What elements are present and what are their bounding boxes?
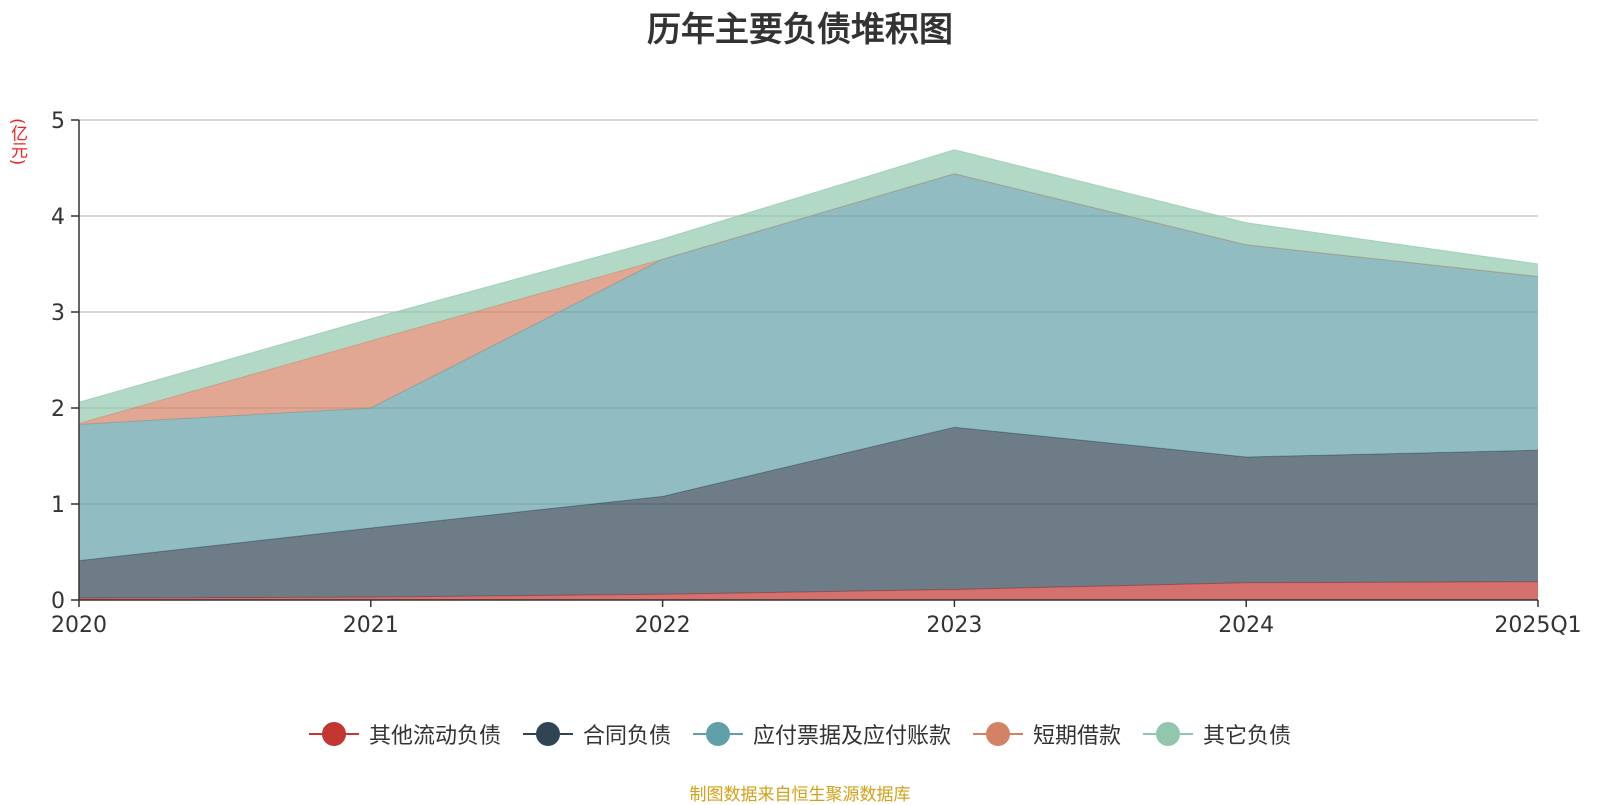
area-series [78,149,1539,600]
area-series-其它负债 [79,149,1538,424]
legend-item[interactable]: 短期借款 [973,718,1121,750]
legend-label: 其他流动负债 [368,724,501,749]
x-tick-label: 2023 [926,613,982,638]
legend-label: 其它负债 [1203,724,1292,749]
legend-item[interactable]: 其他流动负债 [308,718,501,750]
legend-label: 短期借款 [1033,724,1122,749]
y-axis-unit-label: (亿元) [7,118,27,166]
x-tick-label: 2021 [343,613,399,638]
legend-marker-icon [973,721,1023,747]
y-tick-label: 3 [51,301,65,326]
x-tick-label: 2025Q1 [1494,613,1581,638]
area-series-其他流动负债 [79,581,1538,600]
y-tick-label: 2 [51,397,65,422]
tick-labels: 0 1 2 3 4 5 2020 2021 2022 2023 2024 2025Q1 [51,109,1582,638]
legend-label: 合同负债 [582,724,671,749]
axes [71,119,1539,607]
series-line [78,173,1539,424]
legend-label: 应付票据及应付账款 [752,724,951,749]
chart-title: 历年主要负债堆积图 [647,10,953,50]
legend: 其他流动负债 合同负债 应付票据及应付账款 短期借款 其它负债 [0,718,1600,750]
legend-item[interactable]: 应付票据及应付账款 [692,718,951,750]
legend-item[interactable]: 合同负债 [522,718,671,750]
legend-marker-icon [308,721,359,747]
y-tick-label: 0 [51,589,65,614]
legend-marker-icon [1143,721,1194,747]
area-series-短期借款 [79,173,1538,425]
area-series-合同负债 [79,427,1538,599]
y-tick-label: 1 [51,493,65,518]
x-tick-label: 2022 [635,613,691,638]
y-tick-label: 4 [51,205,65,230]
y-tick-label: 5 [51,109,65,134]
source-note: 制图数据来自恒生聚源数据库 [689,785,911,805]
x-tick-label: 2024 [1218,613,1274,638]
stacked-area-chart: 0 1 2 3 4 5 2020 2021 2022 2023 2024 2025Q1 [51,109,1582,638]
area-series-应付票据及应付账款 [79,173,1538,561]
legend-marker-icon [522,721,573,747]
x-tick-label: 2020 [51,613,107,638]
series-line [78,149,1539,403]
legend-item[interactable]: 其它负债 [1143,718,1291,750]
legend-marker-icon [692,721,743,747]
